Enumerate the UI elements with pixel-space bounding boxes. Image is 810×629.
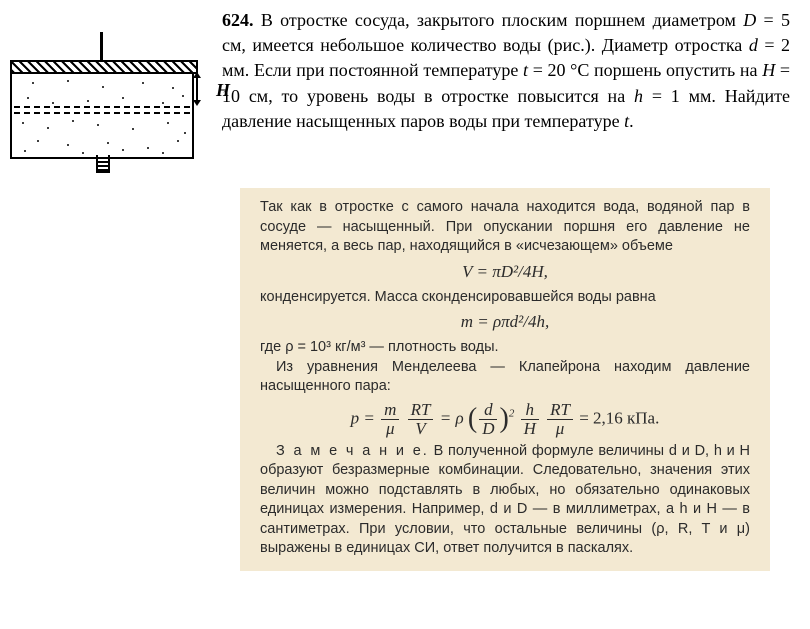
- problem-line1: В отростке сосуда, закрытого плоским пор…: [261, 10, 736, 30]
- level-line-lower: [14, 112, 190, 114]
- particle-dot: [102, 86, 104, 88]
- H-dimension-arrow: [196, 74, 212, 104]
- solution-p3a: где ρ = 10³ кг/м³ — плотность воды.: [260, 338, 750, 358]
- particle-dot: [24, 150, 26, 152]
- particle-dot: [82, 152, 84, 154]
- H-dimension-label: H: [216, 80, 230, 101]
- particle-dot: [47, 127, 49, 129]
- piston: [10, 60, 198, 74]
- solution-panel: Так как в отростке с самого начала наход…: [240, 188, 770, 571]
- particle-dot: [67, 144, 69, 146]
- particle-dot: [97, 124, 99, 126]
- particle-dot: [162, 102, 164, 104]
- particle-dot: [132, 128, 134, 130]
- note-text: В полученной формуле величины d и D, h и…: [260, 443, 750, 557]
- level-line-upper: [14, 106, 190, 108]
- solution-p3b: Из уравнения Менделеева — Клапейрона нах…: [260, 358, 750, 397]
- equation-3: p = mμ RTV = ρ (dD)2 hH RTμ = 2,16 кПа.: [260, 401, 750, 438]
- particle-dot: [22, 122, 24, 124]
- problem-statement: 624. В отростке сосуда, закрытого плоски…: [222, 8, 790, 134]
- particle-dot: [122, 149, 124, 151]
- particle-dot: [87, 100, 89, 102]
- particle-dot: [107, 142, 109, 144]
- particle-dot: [32, 82, 34, 84]
- solution-p1: Так как в отростке с самого начала наход…: [260, 198, 750, 257]
- particle-dot: [177, 140, 179, 142]
- particle-dot: [172, 87, 174, 89]
- vessel-body: H: [10, 60, 194, 159]
- solution-p2: конденсируется. Масса сконденсировавшейс…: [260, 288, 750, 308]
- vessel-figure: H: [10, 30, 210, 180]
- particle-dot: [27, 97, 29, 99]
- particle-dot: [122, 97, 124, 99]
- particle-dot: [147, 147, 149, 149]
- particle-dot: [52, 102, 54, 104]
- equation-2: m = ρπd²/4h,: [260, 311, 750, 334]
- piston-rod: [100, 32, 103, 62]
- particle-dot: [184, 132, 186, 134]
- problem-number: 624.: [222, 10, 254, 30]
- outlet-tube: [96, 155, 110, 173]
- equation-1: V = πD²/4H,: [260, 261, 750, 284]
- particle-dot: [72, 120, 74, 122]
- particle-dot: [142, 82, 144, 84]
- particle-dot: [162, 152, 164, 154]
- particle-dot: [167, 122, 169, 124]
- particle-dot: [67, 80, 69, 82]
- particle-dot: [182, 95, 184, 97]
- solution-note: З а м е ч а н и е. В полученной формуле …: [260, 442, 750, 559]
- note-label: З а м е ч а н и е.: [276, 443, 429, 459]
- particle-dot: [37, 140, 39, 142]
